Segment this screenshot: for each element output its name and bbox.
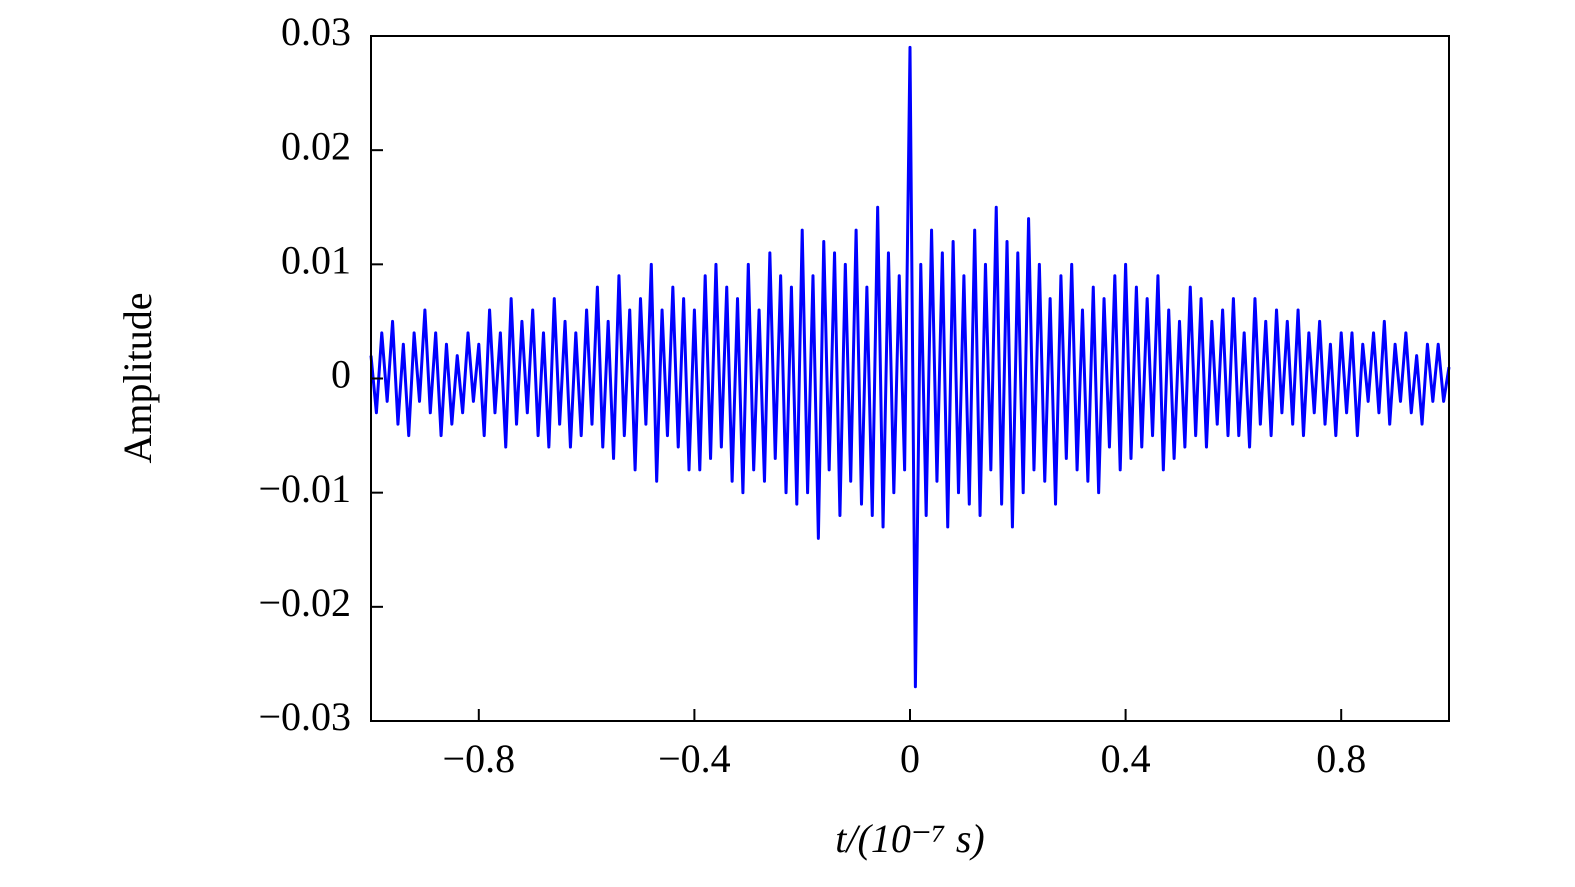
x-axis-label: t/(10⁻⁷ s) [835, 816, 984, 861]
y-tick-label: 0.03 [281, 9, 351, 54]
y-tick-label: 0.02 [281, 123, 351, 168]
x-tick-label: 0.8 [1316, 736, 1366, 781]
y-tick-label: 0.01 [281, 238, 351, 283]
y-tick-label: −0.02 [258, 580, 351, 625]
signal-line [369, 45, 1451, 689]
x-tick-label: 0 [900, 736, 920, 781]
y-tick-label: 0 [331, 352, 351, 397]
y-tick-label: −0.01 [258, 466, 351, 511]
x-tick-label: −0.8 [443, 736, 516, 781]
x-tick-label: 0.4 [1101, 736, 1151, 781]
x-tick-label: −0.4 [658, 736, 731, 781]
y-tick-label: −0.03 [258, 694, 351, 739]
y-axis-label: Amplitude [115, 292, 160, 463]
